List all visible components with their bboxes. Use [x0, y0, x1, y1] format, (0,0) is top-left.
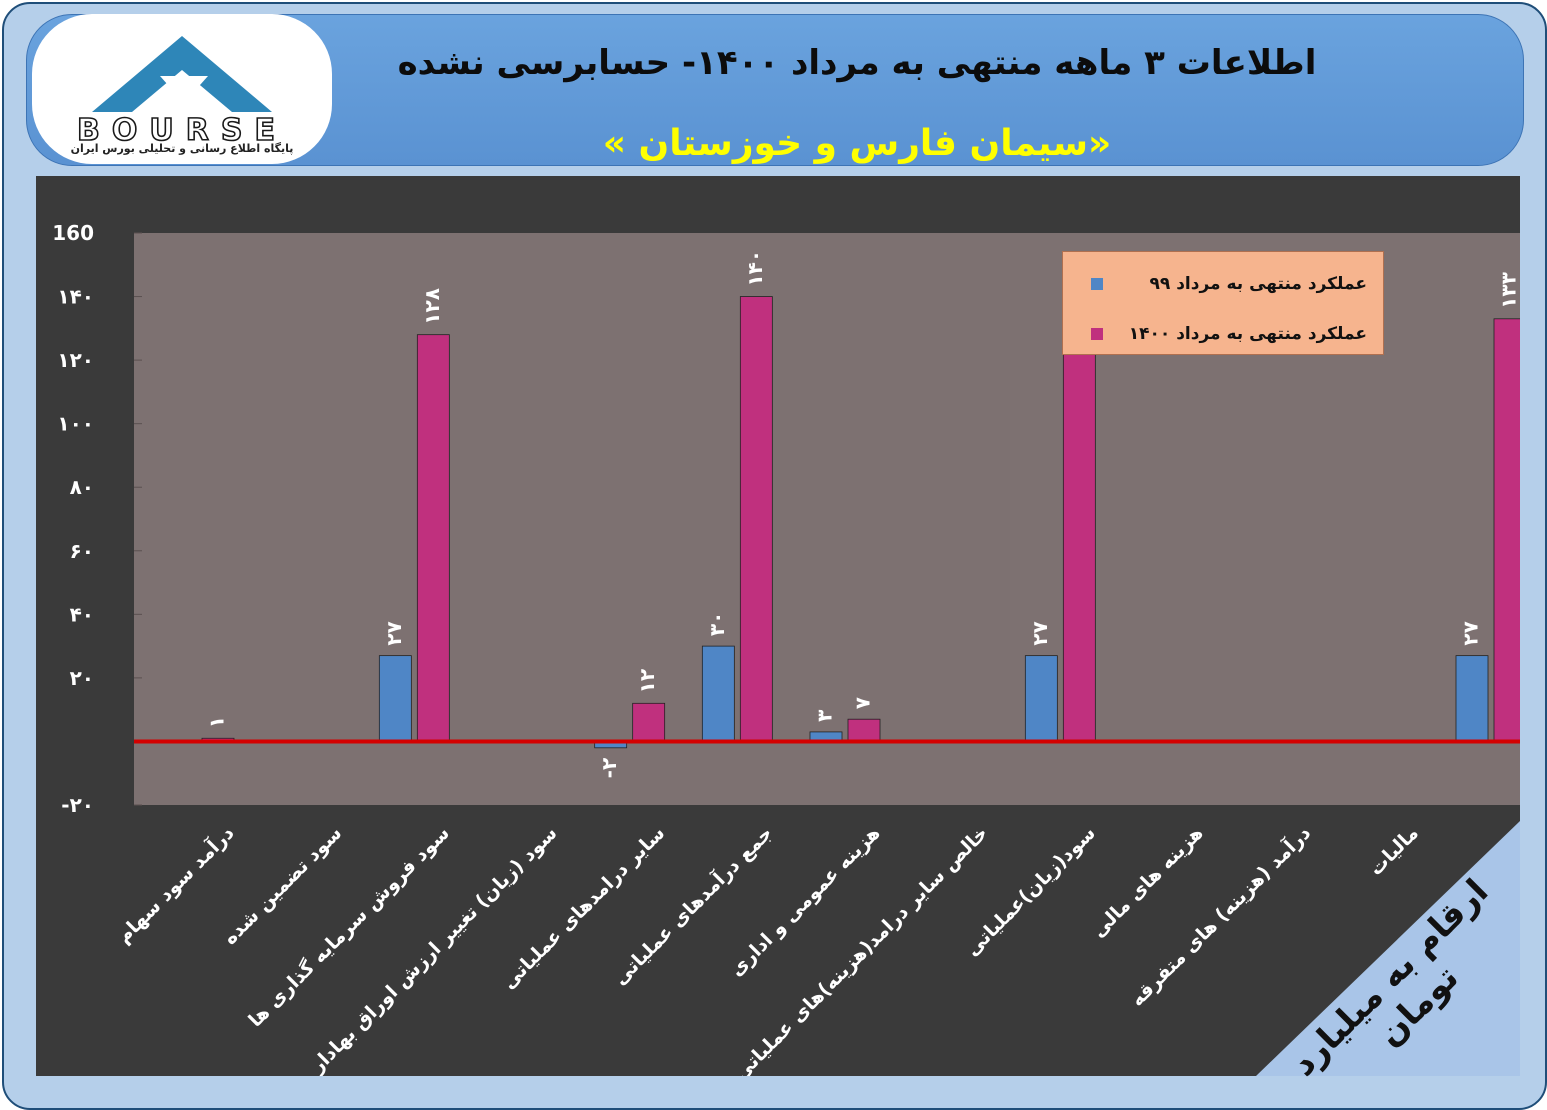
bar-99: [701, 645, 735, 742]
bar-99: [1455, 655, 1489, 742]
data-label: ۱۲۸: [420, 288, 444, 325]
bar-1400: [1062, 318, 1096, 742]
y-tick-label: ۱۰۰: [57, 412, 94, 436]
data-label: -۲: [597, 758, 621, 779]
data-label: ۱: [205, 716, 229, 728]
legend-label-1400: عملکرد منتهی به مرداد ۱۴۰۰: [1128, 324, 1367, 344]
y-tick-label: ۱۴۰: [57, 285, 94, 309]
bar-1400: [416, 334, 450, 742]
legend-swatch-1400: [1091, 328, 1103, 340]
data-label: ۲۷: [1028, 621, 1052, 645]
chart-subtitle: «سیمان فارس و خوزستان »: [602, 123, 1112, 164]
data-label: ۱۳۳: [1497, 272, 1521, 309]
bar-99: [378, 655, 412, 742]
legend-item-99: عملکرد منتهی به مرداد ۹۹: [1063, 268, 1383, 298]
y-tick-label: ۴۰: [70, 602, 94, 626]
logo-subtitle: پایگاه اطلاع رسانی و تحلیلی بورس ایران: [70, 142, 294, 155]
y-tick-label: -۲۰: [61, 793, 94, 817]
data-label: ۱۴۰: [743, 250, 767, 287]
y-axis: -۲۰ ۲۰ ۴۰ ۶۰ ۸۰ ۱۰۰ ۱۲۰ ۱۴۰ 160: [52, 221, 142, 817]
legend-swatch-99: [1091, 278, 1103, 290]
bourse-logo: BOURSE پایگاه اطلاع رسانی و تحلیلی بورس …: [32, 14, 332, 164]
y-tick-label: ۸۰: [70, 475, 94, 499]
data-label: ۷: [851, 697, 875, 709]
bar-1400: [1493, 318, 1520, 742]
bars-group: [201, 296, 1520, 749]
data-label: ۲۷: [382, 621, 406, 645]
legend-item-1400: عملکرد منتهی به مرداد ۱۴۰۰: [1063, 318, 1383, 348]
bar-1400: [739, 296, 773, 742]
y-tick-label: 160: [52, 221, 94, 245]
legend: عملکرد منتهی به مرداد ۹۹ عملکرد منتهی به…: [1062, 251, 1384, 355]
unit-badge-bg: [1256, 821, 1520, 1076]
bar-1400: [632, 702, 666, 742]
legend-label-99: عملکرد منتهی به مرداد ۹۹: [1149, 274, 1367, 294]
data-label: ۱۲: [635, 669, 659, 693]
y-tick-label: ۲۰: [70, 666, 94, 690]
logo-brand-text: BOURSE: [77, 113, 287, 144]
bar-1400: [847, 718, 881, 742]
data-label: ۳۰: [705, 612, 729, 636]
data-label: ۳: [813, 710, 837, 722]
chart-title: اطلاعات ۳ ماهه منتهی به مرداد ۱۴۰۰- حساب…: [397, 43, 1317, 83]
y-tick-label: ۱۲۰: [57, 348, 94, 372]
y-tick-label: ۶۰: [70, 539, 94, 563]
bar-99: [1024, 655, 1058, 742]
data-label: ۲۷: [1459, 621, 1483, 645]
logo-mark-icon: BOURSE: [76, 36, 287, 149]
